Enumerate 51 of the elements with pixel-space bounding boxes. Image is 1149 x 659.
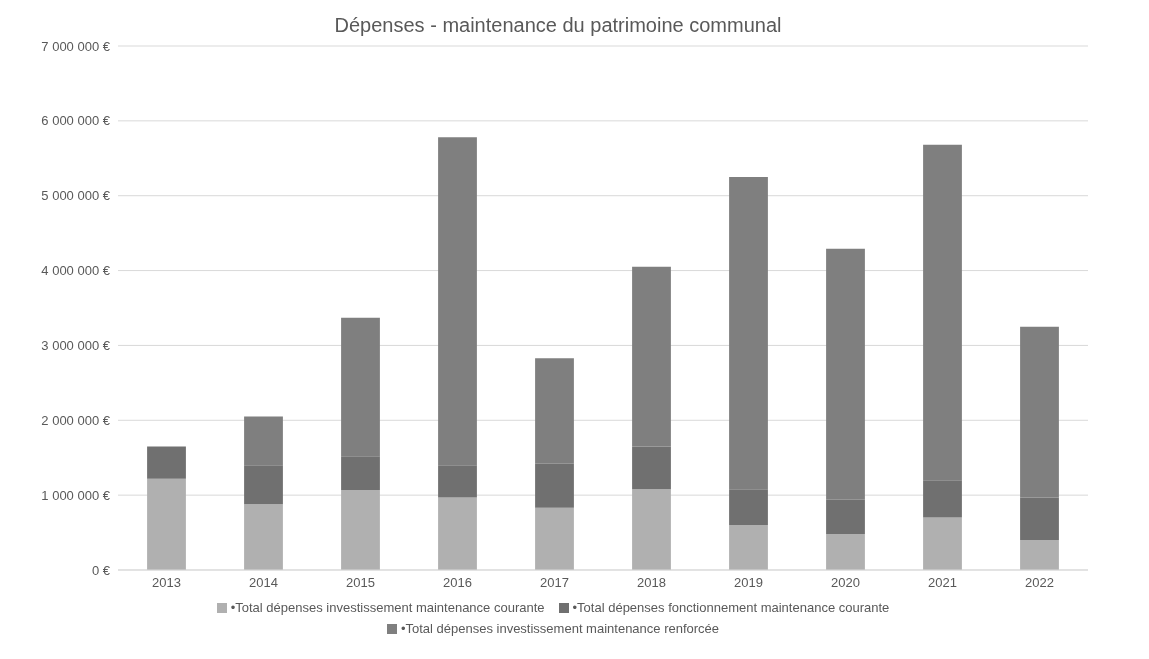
bar — [535, 358, 574, 464]
y-tick-label: 4 000 000 € — [41, 263, 111, 279]
bar — [826, 248, 865, 500]
y-tick-label: 5 000 000 € — [41, 188, 111, 204]
y-tick-label: 0 € — [91, 562, 111, 578]
x-tick-label: 2019 — [734, 575, 763, 591]
x-tick-label: 2017 — [540, 575, 569, 591]
legend-label: •Total dépenses fonctionnement maintenance courante — [571, 600, 890, 615]
bar — [535, 507, 574, 570]
bar — [1020, 540, 1059, 570]
x-tick-label: 2020 — [831, 575, 860, 591]
bar — [244, 465, 283, 505]
bar — [341, 489, 380, 570]
y-tick-label: 2 000 000 € — [41, 412, 111, 428]
bar — [535, 463, 574, 508]
x-tick-label: 2022 — [1025, 575, 1054, 591]
bar — [1020, 497, 1059, 541]
bar — [923, 517, 962, 570]
bar — [729, 525, 768, 570]
bar — [341, 456, 380, 490]
bar — [632, 266, 671, 447]
y-tick-label: 6 000 000 € — [41, 113, 111, 129]
x-tick-label: 2013 — [152, 575, 181, 591]
bar — [438, 137, 477, 466]
bar — [1020, 326, 1059, 498]
bar — [438, 497, 477, 570]
bar — [923, 480, 962, 518]
bar — [147, 478, 186, 570]
bar — [244, 416, 283, 466]
bar — [632, 489, 671, 570]
y-tick-label: 1 000 000 € — [41, 487, 111, 503]
bar — [729, 489, 768, 526]
bar — [341, 317, 380, 457]
bar — [438, 465, 477, 498]
y-tick-label: 3 000 000 € — [41, 338, 111, 354]
x-tick-label: 2021 — [928, 575, 957, 591]
bar — [632, 446, 671, 490]
x-tick-label: 2014 — [249, 575, 278, 591]
y-tick-label: 7 000 000 € — [41, 38, 111, 54]
bar — [826, 534, 865, 570]
bar — [729, 177, 768, 490]
x-tick-label: 2016 — [443, 575, 472, 591]
x-tick-label: 2015 — [346, 575, 375, 591]
bar — [147, 446, 186, 479]
bar — [826, 499, 865, 535]
legend-label: •Total dépenses investissement maintenance courante — [229, 600, 545, 615]
bar — [244, 504, 283, 570]
x-tick-label: 2018 — [637, 575, 666, 591]
bar — [923, 144, 962, 481]
legend-label: •Total dépenses investissement maintenance renforcée — [399, 621, 720, 636]
chart-title: Dépenses - maintenance du patrimoine communal — [334, 14, 782, 36]
